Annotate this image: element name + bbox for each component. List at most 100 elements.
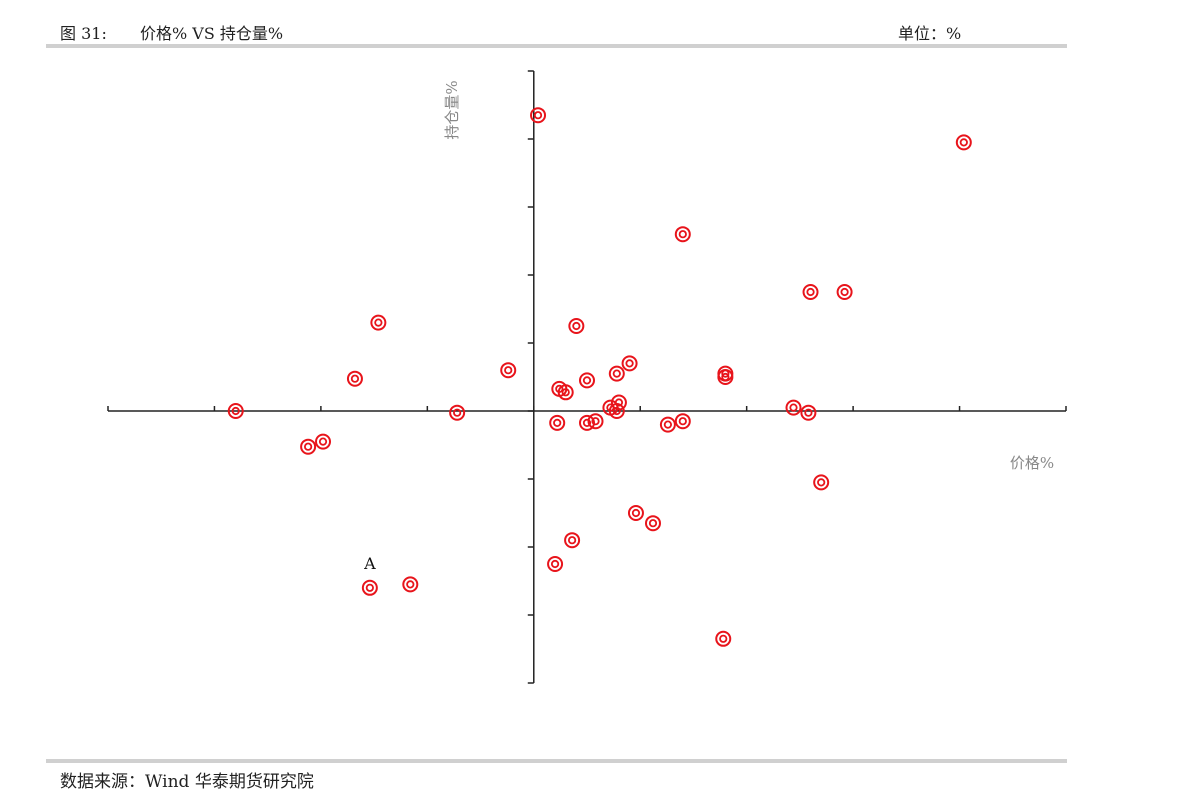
data-point-ring bbox=[785, 399, 802, 416]
data-point bbox=[315, 433, 332, 450]
data-point bbox=[715, 630, 732, 647]
data-point-dot bbox=[533, 111, 543, 120]
data-point-dot bbox=[719, 634, 728, 643]
data-point-dot bbox=[374, 318, 383, 327]
data-point bbox=[500, 362, 517, 379]
data-point-ring bbox=[715, 630, 732, 647]
data-point-dot bbox=[553, 418, 562, 427]
data-point bbox=[300, 438, 317, 455]
data-point-ring bbox=[315, 433, 332, 450]
data-point-dot bbox=[567, 536, 577, 545]
data-point-ring bbox=[608, 403, 625, 419]
unit-label: 单位：% bbox=[898, 24, 962, 43]
data-point-dot bbox=[572, 321, 581, 331]
data-point-dot bbox=[504, 366, 513, 375]
figure-label: 图 31: bbox=[60, 24, 107, 43]
data-point bbox=[579, 372, 595, 389]
data-point bbox=[449, 404, 466, 421]
data-point bbox=[547, 556, 564, 572]
data-point-dot bbox=[806, 287, 815, 297]
data-point-ring bbox=[800, 404, 817, 421]
data-point-ring bbox=[717, 369, 734, 385]
chart-title: 价格% VS 持仓量% bbox=[140, 24, 284, 43]
data-point-dot bbox=[304, 442, 313, 451]
data-point bbox=[717, 369, 734, 385]
data-point-ring bbox=[627, 505, 644, 521]
top-rule bbox=[46, 44, 1067, 48]
data-point bbox=[621, 355, 638, 372]
data-point-dot bbox=[789, 403, 798, 412]
data-point-ring bbox=[836, 284, 853, 300]
data-point bbox=[579, 414, 595, 431]
data-point-dot bbox=[631, 508, 641, 518]
data-point bbox=[659, 416, 676, 433]
data-point-dot bbox=[561, 388, 570, 397]
data-points: A bbox=[227, 107, 972, 647]
data-point bbox=[227, 403, 244, 419]
data-point bbox=[530, 107, 547, 124]
data-point-ring bbox=[346, 370, 363, 387]
data-point bbox=[370, 314, 387, 331]
data-point-dot bbox=[318, 437, 328, 446]
data-point bbox=[785, 399, 802, 416]
y-axis-title: 持仓量% bbox=[443, 80, 461, 139]
data-point-dot bbox=[582, 418, 592, 427]
data-point bbox=[627, 505, 644, 521]
data-point-dot bbox=[582, 376, 592, 385]
data-point-dot bbox=[550, 559, 560, 569]
axes bbox=[107, 70, 1067, 684]
data-point-ring bbox=[659, 416, 676, 433]
data-point bbox=[955, 134, 972, 151]
data-point bbox=[674, 226, 691, 243]
data-point-dot bbox=[591, 417, 600, 426]
data-point bbox=[836, 284, 853, 300]
data-point-ring bbox=[564, 532, 581, 549]
data-point bbox=[802, 284, 819, 300]
data-point bbox=[813, 474, 830, 491]
data-point bbox=[674, 413, 691, 430]
data-point-dot bbox=[406, 580, 415, 589]
data-point-ring bbox=[955, 134, 972, 151]
data-point-dot bbox=[678, 230, 687, 239]
data-point-ring bbox=[500, 362, 517, 379]
data-point-ring bbox=[674, 413, 691, 430]
data-point-ring bbox=[579, 414, 595, 431]
data-point-dot bbox=[453, 408, 462, 417]
data-point bbox=[608, 365, 625, 382]
x-axis-title: 价格% bbox=[1010, 454, 1054, 472]
data-point-ring bbox=[644, 515, 661, 532]
data-point bbox=[549, 414, 566, 431]
data-point-dot bbox=[804, 408, 813, 417]
data-point bbox=[361, 579, 378, 596]
data-point-ring bbox=[813, 474, 830, 491]
data-point-ring bbox=[547, 556, 564, 572]
data-point bbox=[800, 404, 817, 421]
data-point bbox=[557, 384, 574, 401]
data-point-dot bbox=[231, 406, 240, 416]
chart-header: 图 31: 价格% VS 持仓量% 单位：% bbox=[60, 20, 1066, 43]
data-point bbox=[644, 515, 661, 532]
data-point-ring bbox=[608, 365, 625, 382]
bottom-rule bbox=[46, 759, 1067, 763]
data-point-ring bbox=[227, 403, 244, 419]
data-point bbox=[564, 532, 581, 549]
data-point-dot bbox=[625, 359, 634, 368]
data-point bbox=[608, 403, 625, 419]
data-point-dot bbox=[959, 138, 968, 147]
data-point-dot bbox=[365, 583, 374, 592]
point-annotation: A bbox=[363, 554, 376, 573]
data-point-ring bbox=[579, 372, 595, 389]
data-point-dot bbox=[678, 417, 687, 426]
data-point bbox=[402, 576, 419, 593]
data-point-ring bbox=[568, 318, 585, 334]
data-point-ring bbox=[361, 579, 378, 596]
data-point-ring bbox=[402, 576, 419, 593]
data-point-ring bbox=[621, 355, 638, 372]
data-point-dot bbox=[840, 287, 849, 297]
data-point-dot bbox=[612, 369, 621, 378]
data-point-ring bbox=[557, 384, 574, 401]
data-point-ring bbox=[802, 284, 819, 300]
source-note: 数据来源：Wind 华泰期货研究院 bbox=[60, 772, 314, 792]
data-point-ring bbox=[674, 226, 691, 243]
